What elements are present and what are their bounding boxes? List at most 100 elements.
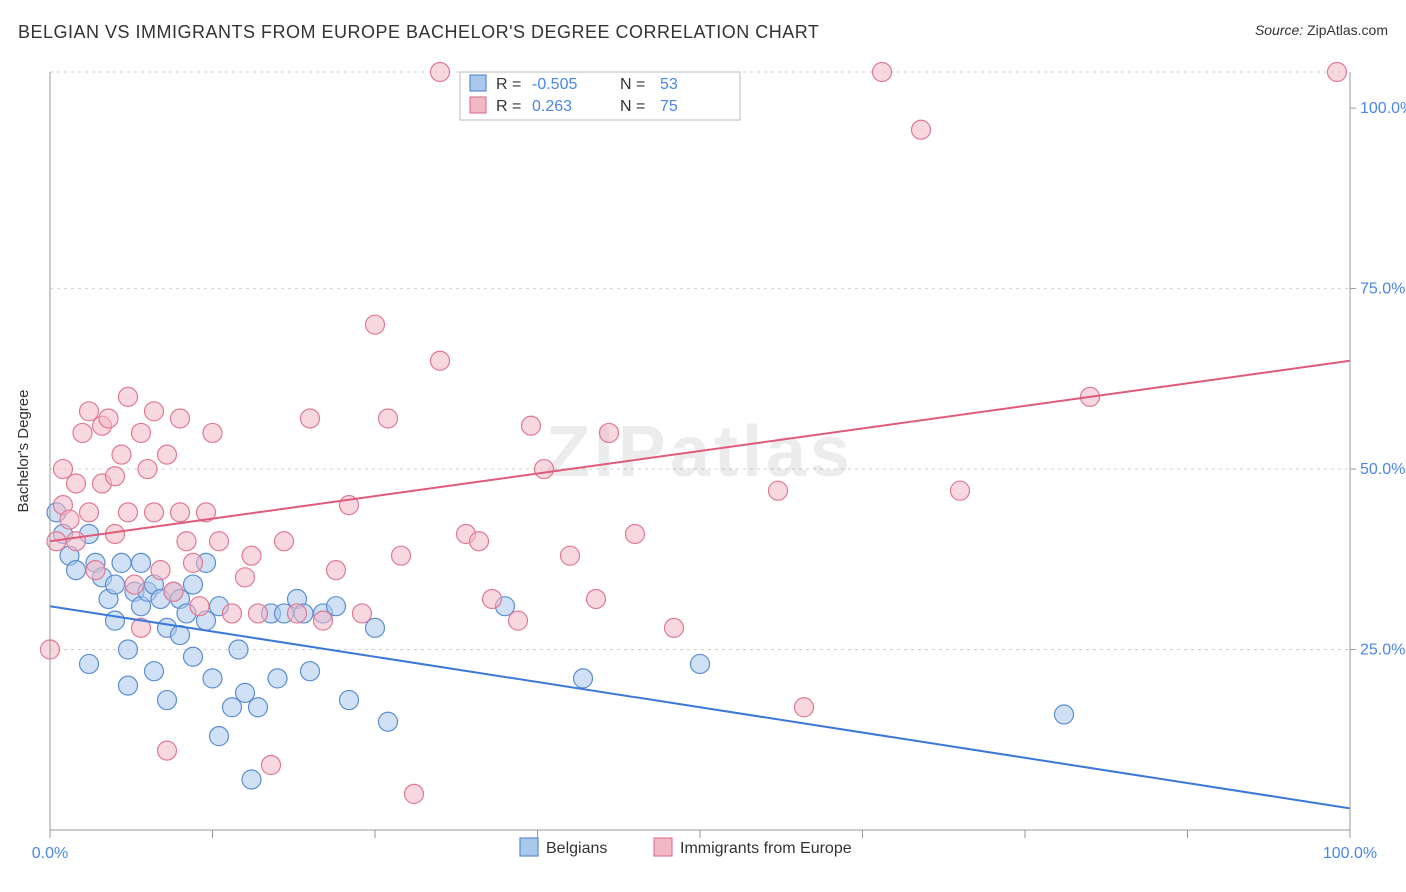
data-point: [587, 589, 606, 608]
data-point: [268, 669, 287, 688]
data-point: [151, 561, 170, 580]
y-tick-label: 50.0%: [1360, 461, 1405, 478]
data-point: [242, 546, 261, 565]
data-point: [145, 503, 164, 522]
data-point: [340, 691, 359, 710]
data-point: [203, 423, 222, 442]
data-point: [600, 423, 619, 442]
data-point: [177, 532, 196, 551]
data-point: [275, 532, 294, 551]
data-point: [327, 561, 346, 580]
data-point: [236, 568, 255, 587]
legend-series-label: Immigrants from Europe: [680, 840, 852, 857]
legend-swatch: [470, 75, 486, 91]
data-point: [138, 460, 157, 479]
data-point: [210, 727, 229, 746]
y-tick-label: 100.0%: [1360, 100, 1406, 117]
data-point: [171, 409, 190, 428]
data-point: [184, 647, 203, 666]
data-point: [561, 546, 580, 565]
data-point: [86, 561, 105, 580]
data-point: [242, 770, 261, 789]
data-point: [1328, 63, 1347, 82]
data-point: [67, 474, 86, 493]
data-point: [119, 503, 138, 522]
data-point: [691, 654, 710, 673]
data-point: [171, 503, 190, 522]
data-point: [229, 640, 248, 659]
data-point: [483, 589, 502, 608]
y-tick-label: 25.0%: [1360, 642, 1405, 659]
data-point: [665, 618, 684, 637]
data-point: [379, 712, 398, 731]
data-point: [795, 698, 814, 717]
data-point: [1055, 705, 1074, 724]
data-point: [106, 575, 125, 594]
data-point: [112, 445, 131, 464]
data-point: [431, 351, 450, 370]
data-point: [112, 553, 131, 572]
y-tick-label: 75.0%: [1360, 281, 1405, 298]
data-point: [535, 460, 554, 479]
data-point: [145, 402, 164, 421]
x-tick-label: 0.0%: [32, 845, 68, 862]
data-point: [769, 481, 788, 500]
legend-r-value: -0.505: [532, 76, 577, 93]
data-point: [119, 676, 138, 695]
data-point: [184, 575, 203, 594]
source-value: ZipAtlas.com: [1307, 22, 1388, 38]
data-point: [301, 409, 320, 428]
data-point: [67, 561, 86, 580]
data-point: [80, 654, 99, 673]
data-point: [574, 669, 593, 688]
data-point: [912, 120, 931, 139]
legend-n-label: N =: [620, 76, 645, 93]
data-point: [405, 784, 424, 803]
data-point: [158, 741, 177, 760]
data-point: [132, 423, 151, 442]
legend-n-label: N =: [620, 98, 645, 115]
data-point: [379, 409, 398, 428]
data-point: [314, 611, 333, 630]
legend-r-value: 0.263: [532, 98, 572, 115]
data-point: [190, 597, 209, 616]
source-label: Source:: [1255, 22, 1303, 38]
trend-line: [50, 361, 1350, 541]
data-point: [164, 582, 183, 601]
data-point: [203, 669, 222, 688]
data-point: [158, 691, 177, 710]
legend-series-label: Belgians: [546, 840, 607, 857]
chart-container: ZIPatlas25.0%50.0%75.0%100.0%0.0%100.0%B…: [0, 60, 1406, 880]
data-point: [145, 662, 164, 681]
data-point: [522, 416, 541, 435]
data-point: [470, 532, 489, 551]
y-axis-label: Bachelor's Degree: [15, 390, 32, 513]
data-point: [249, 604, 268, 623]
legend-n-value: 53: [660, 76, 678, 93]
data-point: [73, 423, 92, 442]
source-attr: Source: ZipAtlas.com: [1255, 22, 1388, 38]
scatter-chart: ZIPatlas25.0%50.0%75.0%100.0%0.0%100.0%B…: [0, 60, 1406, 880]
data-point: [106, 611, 125, 630]
data-point: [366, 315, 385, 334]
data-point: [67, 532, 86, 551]
data-point: [262, 756, 281, 775]
data-point: [132, 553, 151, 572]
data-point: [119, 640, 138, 659]
data-point: [106, 467, 125, 486]
data-point: [353, 604, 372, 623]
data-point: [249, 698, 268, 717]
data-point: [80, 503, 99, 522]
data-point: [158, 445, 177, 464]
data-point: [184, 553, 203, 572]
chart-title: BELGIAN VS IMMIGRANTS FROM EUROPE BACHEL…: [18, 22, 819, 43]
data-point: [509, 611, 528, 630]
legend-swatch: [470, 97, 486, 113]
data-point: [301, 662, 320, 681]
data-point: [951, 481, 970, 500]
data-point: [60, 510, 79, 529]
data-point: [873, 63, 892, 82]
data-point: [223, 604, 242, 623]
legend-r-label: R =: [496, 76, 521, 93]
data-point: [125, 575, 144, 594]
